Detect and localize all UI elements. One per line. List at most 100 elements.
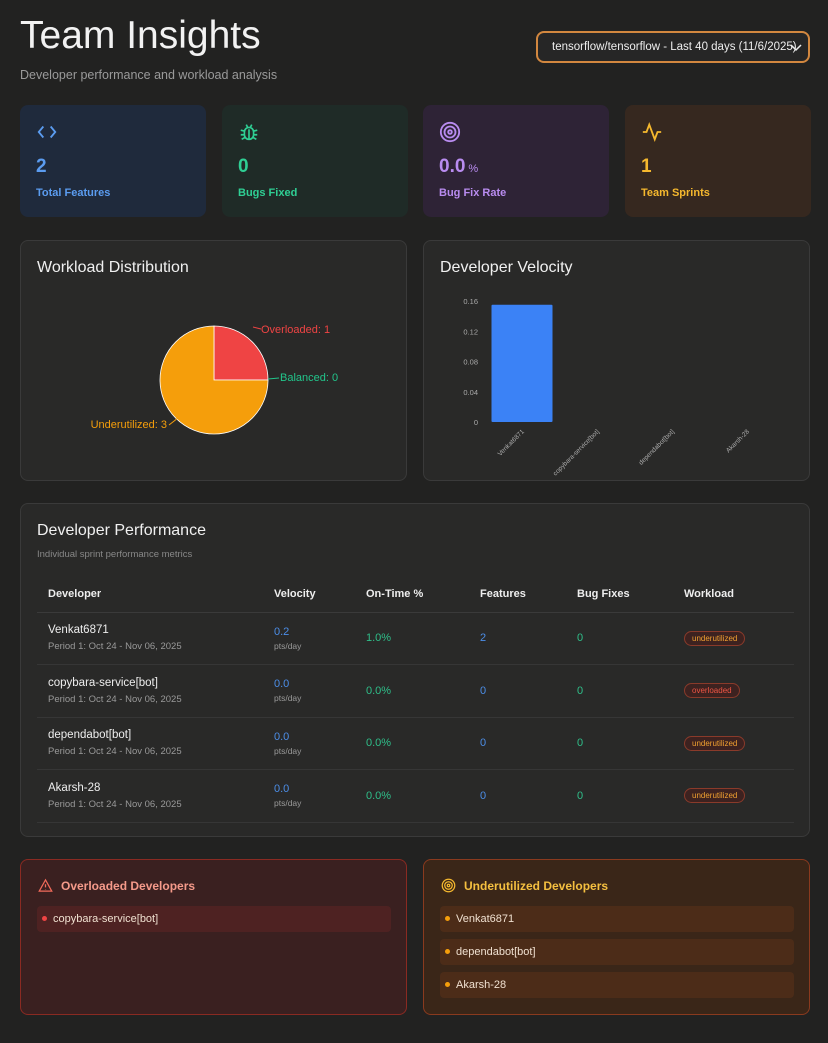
status-dot <box>445 949 450 954</box>
stat-value: 0 <box>238 156 249 177</box>
table-row[interactable]: copybara-service[bot] Period 1: Oct 24 - … <box>37 664 794 718</box>
stat-value: 0.0% <box>439 156 479 177</box>
developer-name: copybara-service[bot] <box>53 913 159 925</box>
developer-cell: copybara-service[bot] Period 1: Oct 24 - … <box>37 664 263 718</box>
x-tick-label: Akarsh-28 <box>725 428 751 454</box>
column-header: Workload <box>673 576 794 613</box>
bug-fixes-cell: 0 <box>566 717 673 770</box>
on-time-cell: 0.0% <box>355 664 469 718</box>
developer-performance-panel: Developer Performance Individual sprint … <box>20 503 810 837</box>
developer-cell: Venkat6871 Period 1: Oct 24 - Nov 06, 202… <box>37 612 263 665</box>
developer-period: Period 1: Oct 24 - Nov 06, 2025 <box>48 693 182 705</box>
bar-Venkat6871[interactable] <box>491 304 553 422</box>
stat-total-features: 2 Total Features <box>20 105 206 217</box>
table-row[interactable]: Venkat6871 Period 1: Oct 24 - Nov 06, 202… <box>37 612 794 665</box>
chevron-down-icon <box>790 44 802 52</box>
workload-badge: overloaded <box>684 683 740 699</box>
workload-badge: underutilized <box>684 788 746 804</box>
velocity-value: 0.2 <box>274 625 290 638</box>
velocity-value: 0.0 <box>274 783 290 796</box>
column-header: Bug Fixes <box>566 576 673 613</box>
velocity-cell: 0.0 pts/day <box>263 664 355 718</box>
panel-title: Developer Velocity <box>440 259 573 276</box>
repo-select-value: tensorflow/tensorflow - Last 40 days (11… <box>552 41 797 53</box>
stat-value: 1 <box>641 156 652 177</box>
y-tick-label: 0 <box>474 418 478 427</box>
bug-icon <box>240 124 258 141</box>
status-dot <box>42 916 47 921</box>
bug-fixes-cell: 0 <box>566 769 673 823</box>
pie-label-underutilized: Underutilized: 3 <box>91 419 167 431</box>
workload-cell: underutilized <box>673 612 794 665</box>
workload-cell: underutilized <box>673 717 794 770</box>
y-tick-label: 0.16 <box>463 297 478 306</box>
velocity-unit: pts/day <box>274 640 302 651</box>
stat-label: Bugs Fixed <box>238 187 298 199</box>
pie-slice-underutilized[interactable] <box>159 325 269 435</box>
stat-value: 2 <box>36 156 47 177</box>
velocity-unit: pts/day <box>274 798 302 809</box>
stat-label: Total Features <box>36 187 111 199</box>
workload-distribution-panel: Workload Distribution Overloaded: 1 Bala… <box>20 240 407 481</box>
features-cell: 0 <box>469 717 566 770</box>
column-header: Developer <box>37 576 263 613</box>
velocity-unit: pts/day <box>274 693 302 704</box>
status-dot <box>445 982 450 987</box>
velocity-value: 0.0 <box>274 678 290 691</box>
velocity-cell: 0.0 pts/day <box>263 769 355 823</box>
panel-title: Overloaded Developers <box>61 879 196 893</box>
developer-cell: dependabot[bot] Period 1: Oct 24 - Nov 06… <box>37 717 263 770</box>
y-tick-label: 0.08 <box>463 358 478 367</box>
page-subtitle: Developer performance and workload analy… <box>20 68 278 82</box>
code-icon <box>37 125 57 139</box>
pie-slice-overloaded[interactable] <box>213 325 269 381</box>
stat-label: Team Sprints <box>641 187 710 199</box>
underutilized-developers-panel: Underutilized Developers Venkat6871 depe… <box>423 859 810 1015</box>
features-cell: 0 <box>469 664 566 718</box>
list-item: Venkat6871 <box>440 906 794 932</box>
on-time-cell: 0.0% <box>355 717 469 770</box>
workload-pie-chart: Overloaded: 1 Balanced: 0 Underutilized:… <box>91 324 338 435</box>
features-cell: 0 <box>469 769 566 823</box>
page-title: Team Insights <box>20 14 261 57</box>
developer-name: Akarsh-28 <box>456 979 507 991</box>
workload-cell: underutilized <box>673 769 794 823</box>
developer-name: copybara-service[bot] <box>48 676 158 689</box>
column-header: Features <box>469 576 566 613</box>
velocity-cell: 0.0 pts/day <box>263 717 355 770</box>
developer-cell: Akarsh-28 Period 1: Oct 24 - Nov 06, 2025 <box>37 769 263 823</box>
target-icon <box>441 878 456 893</box>
table-row[interactable]: Akarsh-28 Period 1: Oct 24 - Nov 06, 2025… <box>37 769 794 823</box>
pie-label-balanced: Balanced: 0 <box>280 372 338 384</box>
velocity-bar-chart: 0 0.04 0.08 0.12 0.16 Venkat6871 copybara-serv… <box>463 297 751 477</box>
developer-name: Venkat6871 <box>456 913 515 925</box>
workload-badge: underutilized <box>684 630 746 646</box>
y-tick-label: 0.04 <box>463 388 478 397</box>
label-line-balanced <box>267 377 280 380</box>
status-dot <box>445 916 450 921</box>
on-time-cell: 1.0% <box>355 612 469 665</box>
developer-name: dependabot[bot] <box>48 729 132 742</box>
velocity-value: 0.0 <box>274 730 290 743</box>
alert-triangle-icon <box>38 878 53 892</box>
velocity-unit: pts/day <box>274 745 302 756</box>
stat-bug-fix-rate: 0.0% Bug Fix Rate <box>423 105 609 217</box>
repo-period-select[interactable]: tensorflow/tensorflow - Last 40 days (11… <box>536 31 810 63</box>
x-tick-label: copybara-service[bot] <box>552 428 601 477</box>
features-cell: 2 <box>469 612 566 665</box>
list-item: dependabot[bot] <box>440 939 794 965</box>
developer-period: Period 1: Oct 24 - Nov 06, 2025 <box>48 746 182 758</box>
column-header: On-Time % <box>355 576 469 613</box>
panel-title: Developer Performance <box>37 522 206 539</box>
workload-cell: overloaded <box>673 664 794 718</box>
on-time-cell: 0.0% <box>355 769 469 823</box>
pie-label-overloaded: Overloaded: 1 <box>261 324 330 336</box>
developer-velocity-panel: Developer Velocity 0 0.04 0.08 0.12 0.16 Venk… <box>423 240 810 481</box>
workload-badge: underutilized <box>684 735 746 751</box>
stat-bugs-fixed: 0 Bugs Fixed <box>222 105 408 217</box>
panel-title: Underutilized Developers <box>464 879 609 893</box>
table-row[interactable]: dependabot[bot] Period 1: Oct 24 - Nov 06… <box>37 717 794 770</box>
panel-subtitle: Individual sprint performance metrics <box>37 549 193 560</box>
developer-name: dependabot[bot] <box>456 946 536 958</box>
panel-title: Workload Distribution <box>37 259 189 276</box>
